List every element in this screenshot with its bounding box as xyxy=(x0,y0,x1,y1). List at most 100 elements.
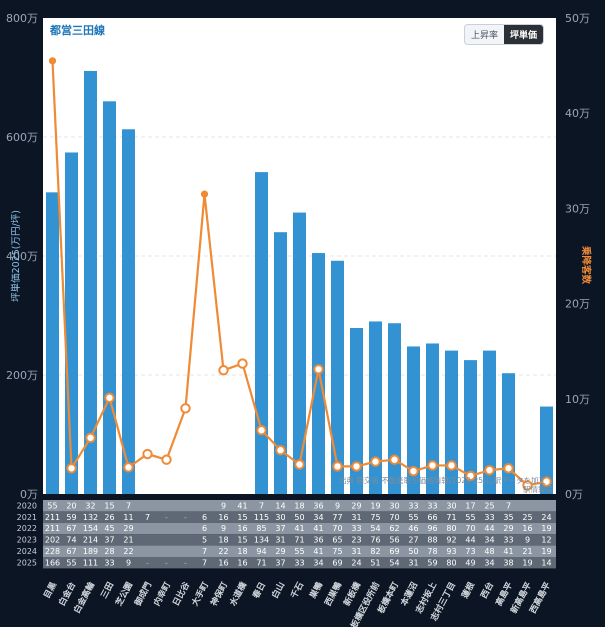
table-cell: 75 xyxy=(370,513,380,522)
table-cell: 77 xyxy=(332,513,342,522)
table-cell: 35 xyxy=(503,513,513,522)
yearly-count-table: 2020 55 20 32 15 7 9 41 7 14 18 36 9 29 19 30 33 33 30 17 25… xyxy=(17,500,556,569)
table-cell: 44 xyxy=(484,524,494,533)
line-point xyxy=(237,358,248,369)
table-cell: 49 xyxy=(465,558,475,567)
table-cell: 71 xyxy=(446,513,456,522)
line-point xyxy=(522,480,533,491)
table-cell: 29 xyxy=(503,524,513,533)
table-cell: 7 xyxy=(126,501,131,510)
table-cell: 96 xyxy=(427,524,437,533)
category-label: 芝公園 xyxy=(113,580,135,608)
table-cell: 26 xyxy=(104,513,114,522)
table-cell: 71 xyxy=(256,558,266,567)
chart-title: 都営三田線 xyxy=(49,23,105,37)
category-label: 日比谷 xyxy=(170,580,192,608)
table-cell: 55 xyxy=(47,501,57,510)
line-point xyxy=(465,470,476,482)
category-label: 御成門 xyxy=(132,580,154,609)
table-cell: 6 xyxy=(202,513,207,522)
table-cell: 7 xyxy=(259,501,264,510)
bar xyxy=(445,350,458,494)
line-point xyxy=(161,454,172,465)
table-year-label: 2024 xyxy=(17,547,37,556)
table-cell: 16 xyxy=(218,513,228,522)
bar xyxy=(483,350,496,494)
table-cell: 34 xyxy=(313,558,323,567)
table-cell: 62 xyxy=(389,524,399,533)
table-cell: 67 xyxy=(66,547,76,556)
table-year-label: 2025 xyxy=(17,558,37,567)
table-cell: 55 xyxy=(465,513,475,522)
line-point xyxy=(427,460,438,471)
table-cell: 115 xyxy=(254,513,269,522)
y-axis-label: 坪単価2025(万円/坪) xyxy=(10,210,22,302)
table-cell: 82 xyxy=(370,547,380,556)
table-cell: 33 xyxy=(503,536,513,545)
category-label: 蓮根 xyxy=(459,580,477,601)
line-point xyxy=(48,57,57,65)
table-cell: 15 xyxy=(237,536,247,545)
table-cell: 41 xyxy=(294,524,304,533)
table-cell: 55 xyxy=(408,513,418,522)
table-cell: 166 xyxy=(45,558,60,567)
table-cell: 15 xyxy=(237,513,247,522)
category-label: 水道橋 xyxy=(227,580,249,609)
line-point xyxy=(484,465,495,476)
table-year-label: 2022 xyxy=(17,524,37,533)
table-cell: 9 xyxy=(335,501,340,510)
table-cell: 45 xyxy=(104,524,114,533)
line-point xyxy=(180,403,191,414)
table-cell: 48 xyxy=(484,547,494,556)
table-cell: 154 xyxy=(83,524,98,533)
table-row-bg xyxy=(43,522,556,535)
table-row-bg xyxy=(43,534,556,546)
bar xyxy=(407,346,420,494)
table-cell: 12 xyxy=(541,536,551,545)
table-cell: 85 xyxy=(256,524,266,533)
category-label: 西巣鴨 xyxy=(322,580,344,608)
table-cell: 33 xyxy=(351,524,361,533)
table-cell: 70 xyxy=(465,524,475,533)
table-row-bg xyxy=(43,500,556,512)
bar xyxy=(369,321,382,494)
table-cell: 33 xyxy=(408,501,418,510)
table-cell: 73 xyxy=(465,547,475,556)
y-tick-label: 200万 xyxy=(6,369,38,382)
line-point xyxy=(408,465,419,477)
table-cell: 7 xyxy=(202,558,207,567)
table-cell: 67 xyxy=(66,524,76,533)
table-cell: 111 xyxy=(83,558,98,567)
y-tick-label: 0万 xyxy=(20,488,38,501)
table-cell: 41 xyxy=(313,547,323,556)
y2-axis-label: 乗降客数 xyxy=(580,246,592,285)
category-label: 本蓮沼 xyxy=(398,580,420,608)
metric-toggle[interactable]: 上昇率 坪単価 xyxy=(464,24,545,45)
y-tick-label: 600万 xyxy=(6,131,38,144)
table-cell: 50 xyxy=(408,547,418,556)
table-cell: 46 xyxy=(408,524,418,533)
source-note: 出典 国交省 不動産取引価格情報(2020-25)に駅データを加工 xyxy=(339,475,546,485)
bar xyxy=(426,343,439,494)
table-cell: 93 xyxy=(446,547,456,556)
table-row-bg xyxy=(43,545,556,557)
table-cell: 31 xyxy=(351,513,361,522)
table-cell: 33 xyxy=(294,558,304,567)
table-cell: 132 xyxy=(83,513,98,522)
table-cell: 134 xyxy=(254,536,269,545)
table-year-label: 2020 xyxy=(17,501,37,510)
line-point xyxy=(446,460,457,471)
table-year-label: 2023 xyxy=(17,536,37,545)
bar xyxy=(331,260,344,494)
table-cell: 32 xyxy=(85,501,95,510)
category-label: 白山 xyxy=(269,580,287,600)
table-cell: 16 xyxy=(522,524,532,533)
toggle-price-button[interactable]: 坪単価 xyxy=(504,25,544,44)
toggle-rate-button[interactable]: 上昇率 xyxy=(471,31,499,41)
table-cell: 34 xyxy=(313,513,323,522)
line-point xyxy=(313,364,324,375)
table-cell: 50 xyxy=(294,513,304,522)
table-cell: 9 xyxy=(525,536,530,545)
category-label: 西台 xyxy=(478,580,496,601)
bar xyxy=(540,406,553,494)
